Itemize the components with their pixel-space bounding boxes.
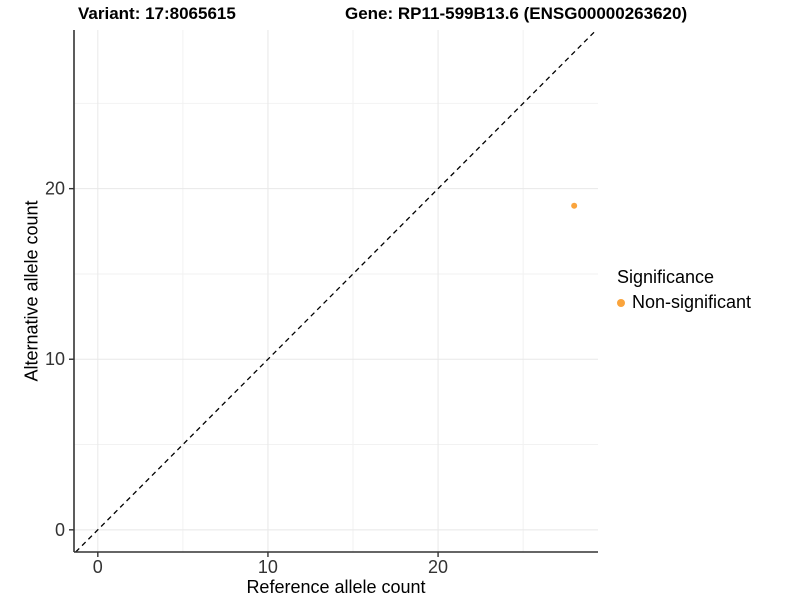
variant-title: Variant: 17:8065615 [78,4,236,23]
y-axis-tick-label: 0 [55,520,65,540]
legend-item-non-significant: Non-significant [617,292,751,313]
y-axis-title: Alternative allele count [21,200,42,382]
legend-item-label: Non-significant [632,292,752,312]
legend-point-icon [617,298,625,307]
legend-title: Significance [617,267,715,287]
y-axis-tick-label: 20 [45,179,65,199]
data-point [571,202,578,209]
gene-title: Gene: RP11-599B13.6 (ENSG00000263620) [345,4,688,23]
y-axis-tick-label: 10 [45,349,65,369]
x-axis-tick-label: 20 [428,557,448,577]
x-axis-title: Reference allele count [246,577,426,597]
legend: Significance Non-significant [617,267,751,313]
identity-line [75,29,597,553]
x-axis-tick-label: 0 [93,557,103,577]
x-axis-tick-label: 10 [258,557,278,577]
